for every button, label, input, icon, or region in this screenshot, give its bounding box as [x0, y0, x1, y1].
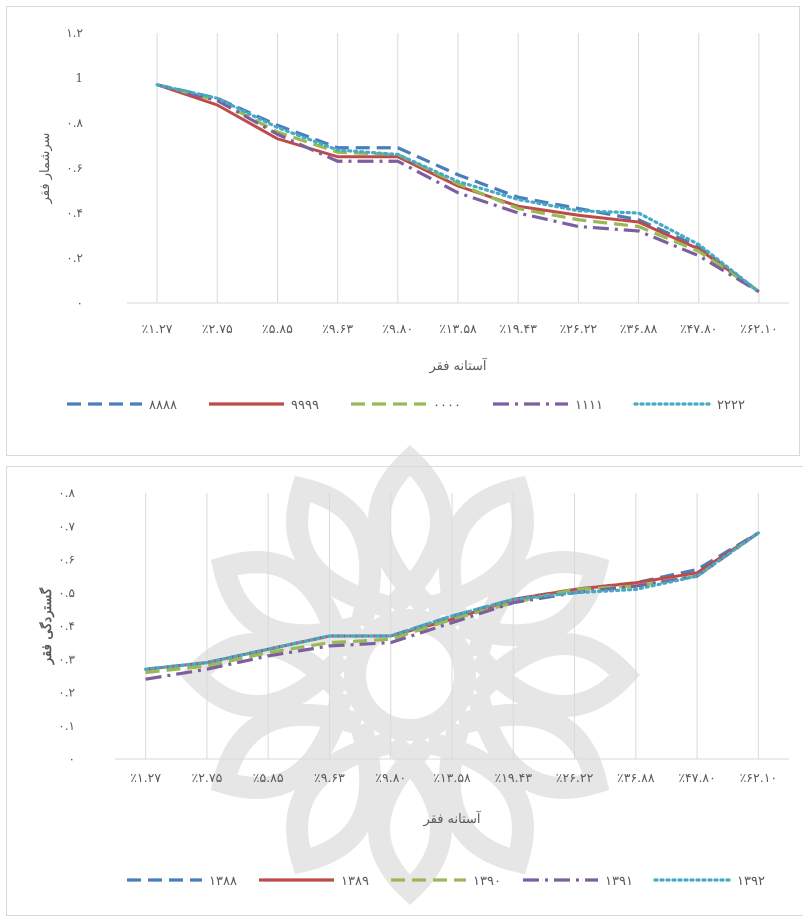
- legend-label-2: ۱۳۸۹: [341, 874, 369, 889]
- series-line-2: [156, 83, 760, 293]
- chart-panel-headcount: ۰ ۰.۲ ۰.۴ ۰.۶ ۰.۸ 1 ۱.۲ ٪۱.۲۷ ٪۲.۷۵ ٪۵.۸۵ ٪۹.۶۳ ٪۹.…: [6, 6, 800, 456]
- y-tick-label: ۰: [69, 752, 75, 766]
- x-tick-label: ٪۶۲.۱۰: [740, 770, 778, 785]
- legend-label-5: ۲۲۲۲: [717, 398, 745, 413]
- x-tick-label: ٪۱۹.۴۳: [499, 321, 537, 336]
- legend-label-1: ۱۳۸۸: [209, 874, 237, 889]
- y-tick-label: ۰.۸: [66, 116, 83, 130]
- y-tick-label: ۰: [77, 296, 83, 310]
- x-tick-label: ٪۴۷.۸۰: [680, 321, 718, 336]
- poverty-gap-chart: ۰ ۰.۱ ۰.۲ ۰.۳ ۰.۴ ۰.۵ ۰.۶ ۰.۷ ۰.۸ ٪۱.۲۷ ٪۲.۷۵ ٪۵.۸۵…: [38, 486, 789, 889]
- y-tick-label: ۰.۶: [66, 161, 83, 175]
- legend-label-4: ۱۳۹۱: [605, 874, 633, 889]
- series-line-1: [156, 83, 760, 294]
- x-tick-label: ٪۳۶.۸۸: [617, 770, 655, 785]
- legend-label-4: ۱۱۱۱: [575, 398, 603, 413]
- legend-label-3: ۰۰۰۰: [433, 398, 461, 413]
- y-axis-title: سرشمار فقر: [38, 133, 53, 205]
- x-tick-label: ٪۹.۸۰: [375, 770, 406, 785]
- y-tick-label: ۱.۲: [66, 26, 83, 40]
- x-tick-label: ٪۲.۷۵: [191, 770, 222, 785]
- chart-panel-poverty-gap: ۰ ۰.۱ ۰.۲ ۰.۳ ۰.۴ ۰.۵ ۰.۶ ۰.۷ ۰.۸ ٪۱.۲۷ ٪۲.۷۵ ٪۵.۸۵…: [6, 466, 803, 916]
- y-tick-label: 1: [75, 71, 83, 85]
- x-tick-label: ٪۶۲.۱۰: [740, 321, 778, 336]
- y-tick-label: ۰.۱: [58, 719, 75, 733]
- x-tick-label: ٪۱.۲۷: [130, 770, 161, 785]
- series-line-4: [156, 83, 760, 294]
- x-tick-label: ٪۴۷.۸۰: [678, 770, 716, 785]
- y-tick-label: ۰.۸: [58, 486, 75, 500]
- x-tick-label: ٪۱۳.۵۸: [439, 321, 477, 336]
- y-tick-label: ۰.۴: [58, 619, 75, 633]
- series-line-4: [145, 531, 760, 681]
- legend-label-2: ۹۹۹۹: [291, 398, 319, 413]
- x-tick-label: ٪۱۳.۵۸: [433, 770, 471, 785]
- x-tick-label: ٪۹.۸۰: [382, 321, 413, 336]
- y-axis-title: گستردگی فقر: [38, 587, 55, 665]
- legend-label-3: ۱۳۹۰: [473, 874, 501, 889]
- watermark-rosette-icon: [179, 444, 641, 906]
- x-tick-label: ٪۲.۷۵: [202, 321, 233, 336]
- series-line-5: [155, 83, 761, 294]
- x-tick-label: ٪۲۶.۲۲: [560, 321, 598, 336]
- x-axis-title: آستانه فقر: [422, 810, 481, 827]
- headcount-chart: ۰ ۰.۲ ۰.۴ ۰.۶ ۰.۸ 1 ۱.۲ ٪۱.۲۷ ٪۲.۷۵ ٪۵.۸۵ ٪۹.۶۳ ٪۹.…: [38, 26, 789, 413]
- y-tick-label: ۰.۲: [58, 686, 75, 700]
- y-tick-label: ۰.۵: [58, 586, 75, 600]
- x-tick-label: ٪۲۶.۲۲: [556, 770, 594, 785]
- x-tick-label: ٪۹.۶۳: [322, 321, 353, 336]
- x-tick-label: ٪۵.۸۵: [262, 321, 293, 336]
- x-tick-label: ٪۵.۸۵: [253, 770, 284, 785]
- y-tick-label: ۰.۶: [58, 553, 75, 567]
- legend-label-1: ۸۸۸۸: [149, 398, 177, 413]
- legend-label-5: ۱۳۹۲: [737, 874, 765, 889]
- x-tick-label: ٪۹.۶۳: [314, 770, 345, 785]
- x-tick-label: ٪۱۹.۴۳: [494, 770, 532, 785]
- y-tick-label: ۰.۳: [58, 652, 75, 666]
- x-tick-label: ٪۱.۲۷: [142, 321, 173, 336]
- y-tick-label: ۰.۴: [66, 206, 83, 220]
- series-line-5: [144, 531, 760, 671]
- y-tick-label: ۰.۷: [58, 519, 75, 533]
- x-tick-label: ٪۳۶.۸۸: [620, 321, 658, 336]
- x-axis-title: آستانه فقر: [428, 357, 487, 374]
- y-tick-label: ۰.۲: [66, 251, 83, 265]
